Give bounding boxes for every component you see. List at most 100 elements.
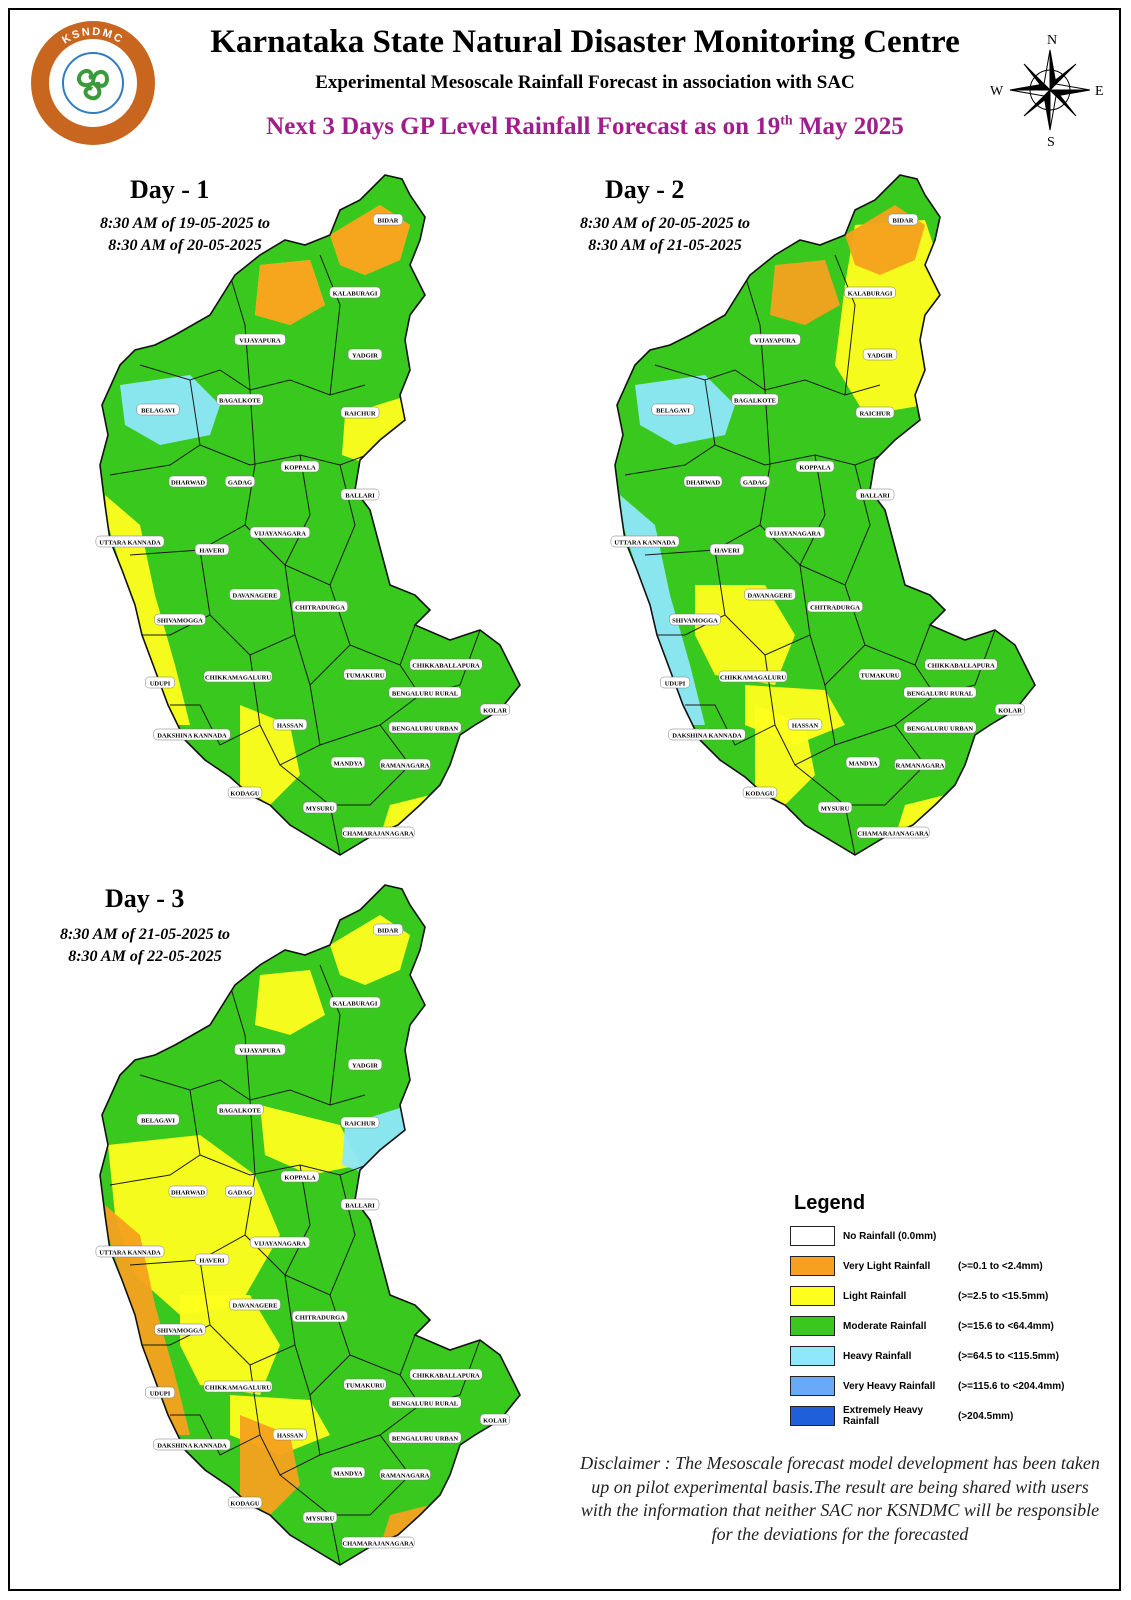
district-boundary bbox=[294, 1294, 351, 1396]
district-label-bg bbox=[845, 756, 881, 769]
district-label: RAMANAGARA bbox=[896, 763, 945, 770]
forecast-subtitle: Experimental Mesoscale Rainfall Forecast… bbox=[315, 72, 855, 93]
district-label-bg bbox=[343, 1378, 387, 1391]
district-boundary bbox=[170, 654, 261, 746]
district-boundary bbox=[170, 1364, 261, 1456]
district-label-bg bbox=[203, 1380, 273, 1393]
district-label-bg bbox=[373, 923, 403, 936]
district-label-bg bbox=[995, 703, 1025, 716]
district-label-bg bbox=[154, 613, 206, 626]
district-label: CHIKKAMAGALURU bbox=[720, 675, 786, 682]
district-label: DHARWAD bbox=[686, 480, 720, 487]
district-label-bg bbox=[302, 1511, 338, 1524]
district-label: TUMAKURU bbox=[861, 673, 900, 680]
district-label: BALLARI bbox=[345, 1203, 375, 1210]
district-boundary bbox=[319, 664, 421, 746]
district-boundary bbox=[834, 254, 856, 396]
district-label-bg bbox=[227, 786, 263, 799]
district-label: CHIKKABALLAPURA bbox=[412, 1373, 480, 1380]
district-label: DAVANAGERE bbox=[233, 593, 278, 600]
district-label: KALABURAGI bbox=[333, 291, 378, 298]
district-label: SHIVAMOGGA bbox=[157, 618, 203, 625]
page-border bbox=[8, 8, 1121, 1591]
district-label-bg bbox=[227, 1496, 263, 1509]
district-label: KOPPALA bbox=[799, 465, 831, 472]
district-label-bg bbox=[216, 1103, 264, 1116]
district-label-bg bbox=[858, 668, 902, 681]
district-label: VIJAYANAGARA bbox=[254, 531, 306, 538]
district-label: GADAG bbox=[743, 480, 767, 487]
district-label: CHITRADURGA bbox=[295, 1315, 345, 1322]
day1-period: 8:30 AM of 19-05-2025 to 8:30 AM of 20-05… bbox=[99, 215, 271, 254]
district-boundary bbox=[259, 684, 321, 766]
district-label-bg bbox=[153, 728, 231, 741]
legend-range: (>=15.6 to <64.4mm) bbox=[958, 1320, 1054, 1332]
district-label-bg bbox=[168, 475, 208, 488]
legend-swatch bbox=[790, 1406, 835, 1426]
legend-label: Extremely Heavy Rainfall bbox=[843, 1405, 924, 1427]
district-label: HAVERI bbox=[199, 548, 225, 555]
district-label-bg bbox=[740, 475, 770, 488]
district-label-bg bbox=[341, 1536, 415, 1549]
svg-text:S: S bbox=[1047, 135, 1055, 148]
district-label-bg bbox=[225, 1185, 255, 1198]
district-label-bg bbox=[249, 526, 311, 539]
district-label-bg bbox=[807, 600, 863, 613]
district-label-bg bbox=[379, 1468, 431, 1481]
district-label-bg bbox=[480, 1413, 510, 1426]
district-boundary bbox=[209, 564, 296, 656]
district-label-bg bbox=[272, 1428, 308, 1441]
district-label: CHITRADURGA bbox=[295, 605, 345, 612]
district-boundary bbox=[809, 584, 866, 686]
district-label-bg bbox=[95, 1245, 165, 1258]
district-label-bg bbox=[225, 475, 255, 488]
district-label-bg bbox=[903, 721, 977, 734]
district-label-bg bbox=[136, 1113, 180, 1126]
district-label-bg bbox=[764, 526, 826, 539]
district-label-bg bbox=[234, 1043, 286, 1056]
legend-range: (>=64.5 to <115.5mm) bbox=[958, 1350, 1059, 1362]
district-boundary bbox=[685, 654, 776, 746]
district-label-bg bbox=[145, 1386, 175, 1399]
district-label: KODAGU bbox=[230, 791, 260, 798]
district-label: KOLAR bbox=[483, 708, 507, 715]
district-label: CHITRADURGA bbox=[810, 605, 860, 612]
district-label-bg bbox=[136, 403, 180, 416]
district-label-bg bbox=[894, 758, 946, 771]
district-label: HASSAN bbox=[277, 1433, 304, 1440]
rainfall-zone-very-light bbox=[770, 260, 840, 325]
district-label: KOLAR bbox=[483, 1418, 507, 1425]
district-label: BENGALURU URBAN bbox=[392, 726, 459, 733]
district-boundary bbox=[279, 724, 411, 806]
legend-range: (>=0.1 to <2.4mm) bbox=[958, 1260, 1043, 1272]
district-label: YADGIR bbox=[352, 353, 378, 360]
district-boundary bbox=[319, 1374, 421, 1456]
district-label: RAICHUR bbox=[344, 411, 375, 418]
district-label: DHARWAD bbox=[171, 1190, 205, 1197]
svg-text:N: N bbox=[1047, 33, 1057, 48]
legend-label: Light Rainfall bbox=[843, 1290, 907, 1302]
district-label: VIJAYANAGARA bbox=[254, 1241, 306, 1248]
district-label-bg bbox=[272, 718, 308, 731]
rainfall-zone-light bbox=[255, 970, 325, 1035]
district-label-bg bbox=[888, 213, 918, 226]
day1-title: Day - 1 bbox=[130, 175, 210, 204]
district-label: CHIKKABALLAPURA bbox=[927, 663, 995, 670]
district-boundary bbox=[794, 724, 926, 806]
district-label-bg bbox=[347, 1058, 383, 1071]
district-label: BIDAR bbox=[893, 218, 914, 225]
rainfall-zone-light bbox=[835, 220, 940, 415]
district-label-bg bbox=[610, 535, 680, 548]
district-boundary bbox=[279, 1434, 411, 1516]
legend-title: Legend bbox=[794, 1192, 866, 1214]
district-label: KOPPALA bbox=[284, 465, 316, 472]
forecast-headline: Next 3 Days GP Level Rainfall Forecast a… bbox=[266, 113, 904, 140]
district-label: HASSAN bbox=[277, 723, 304, 730]
district-label-bg bbox=[388, 1431, 462, 1444]
legend-range: (>=115.6 to <204.4mm) bbox=[958, 1380, 1065, 1392]
district-label: BENGALURU URBAN bbox=[392, 1436, 459, 1443]
district-label: BELAGAVI bbox=[656, 408, 690, 415]
district-label: RAICHUR bbox=[859, 411, 890, 418]
legend-label: Heavy Rainfall bbox=[843, 1350, 912, 1362]
legend: Legend No Rainfall (0.0mm) Very Light Rai… bbox=[790, 1192, 1090, 1431]
